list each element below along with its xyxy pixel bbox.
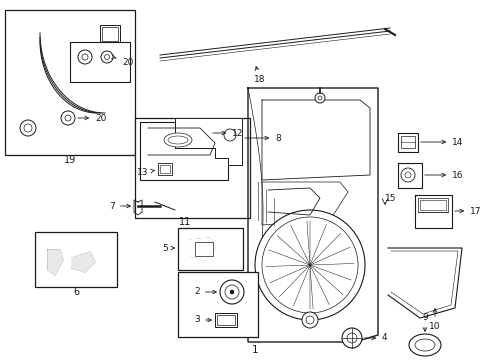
Circle shape: [78, 50, 92, 64]
Ellipse shape: [415, 339, 435, 351]
Bar: [158, 163, 172, 175]
Polygon shape: [148, 128, 215, 155]
Text: 9: 9: [422, 313, 428, 331]
Text: 10: 10: [429, 309, 441, 331]
Text: 11: 11: [179, 217, 191, 227]
Bar: [178, 272, 258, 337]
Polygon shape: [48, 250, 63, 275]
Text: 14: 14: [421, 138, 464, 147]
Circle shape: [315, 93, 325, 103]
Text: 6: 6: [73, 287, 79, 297]
Bar: [418, 198, 448, 212]
Bar: [178, 228, 243, 270]
Circle shape: [61, 111, 75, 125]
Bar: [135, 118, 250, 218]
Bar: [102, 27, 118, 41]
Bar: [401, 136, 415, 148]
Circle shape: [220, 280, 244, 304]
Circle shape: [401, 168, 415, 182]
Bar: [70, 42, 130, 82]
Circle shape: [230, 290, 234, 294]
Bar: [100, 25, 120, 43]
Text: 13: 13: [137, 167, 154, 176]
Text: 18: 18: [254, 67, 266, 84]
Circle shape: [224, 129, 236, 141]
Bar: [420, 200, 446, 210]
Circle shape: [20, 120, 36, 136]
Text: 4: 4: [365, 333, 388, 342]
Text: 20: 20: [78, 113, 106, 122]
Polygon shape: [72, 252, 95, 272]
Polygon shape: [190, 238, 215, 260]
Text: 17: 17: [455, 207, 482, 216]
Ellipse shape: [168, 136, 188, 144]
Text: 1: 1: [252, 345, 258, 355]
Circle shape: [255, 210, 365, 320]
Text: 2: 2: [195, 288, 216, 297]
Bar: [5, 10, 135, 155]
Bar: [195, 242, 213, 256]
Text: 20: 20: [112, 55, 133, 67]
Bar: [217, 315, 235, 325]
Polygon shape: [398, 163, 422, 188]
Text: 15: 15: [385, 194, 396, 202]
Text: 5: 5: [162, 243, 174, 252]
Circle shape: [101, 51, 113, 63]
Ellipse shape: [164, 133, 192, 147]
Text: 7: 7: [109, 202, 130, 211]
Polygon shape: [248, 88, 378, 342]
Bar: [140, 122, 228, 180]
Polygon shape: [175, 118, 242, 165]
Text: 8: 8: [245, 134, 281, 143]
Bar: [35, 232, 117, 287]
Circle shape: [342, 328, 362, 348]
Bar: [160, 165, 170, 173]
Text: 19: 19: [64, 155, 76, 165]
Text: 16: 16: [425, 171, 464, 180]
Ellipse shape: [409, 334, 441, 356]
Circle shape: [302, 312, 318, 328]
Polygon shape: [388, 248, 462, 318]
Text: 12: 12: [213, 129, 244, 138]
Bar: [215, 313, 237, 327]
Polygon shape: [415, 195, 452, 228]
Text: 3: 3: [194, 315, 211, 324]
Polygon shape: [398, 133, 418, 152]
